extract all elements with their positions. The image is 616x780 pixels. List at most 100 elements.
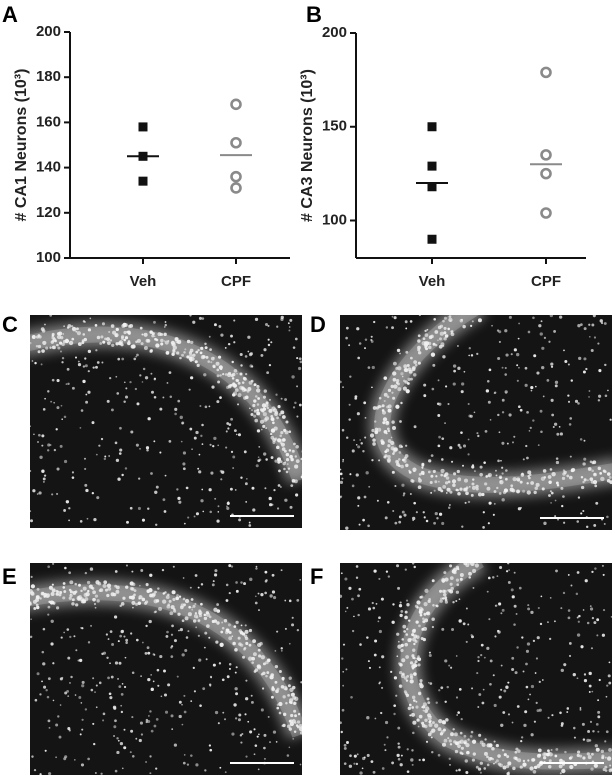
cell (460, 560, 463, 563)
cell (301, 450, 302, 453)
cell (409, 679, 414, 684)
cell (465, 563, 470, 568)
cell (230, 334, 233, 338)
cell (457, 345, 459, 347)
cell (462, 444, 467, 448)
cell (482, 511, 485, 514)
cell (269, 433, 272, 436)
cell (198, 610, 203, 615)
cell (253, 414, 257, 418)
cell (226, 372, 232, 378)
y-axis-label: # CA3 Neurons (10³) (299, 69, 316, 222)
cell (129, 381, 132, 384)
data-point (138, 122, 148, 132)
cell (305, 720, 308, 723)
cell (580, 476, 584, 479)
cell (383, 392, 388, 397)
cell (354, 397, 358, 400)
cell (197, 634, 200, 637)
cell (441, 521, 445, 526)
cell (289, 687, 294, 692)
cell (43, 474, 47, 477)
cell (442, 484, 447, 489)
cell (141, 333, 144, 336)
cell (341, 428, 345, 432)
cell (302, 719, 305, 722)
cell (579, 438, 583, 441)
micrograph (26, 563, 308, 775)
cell (79, 520, 83, 523)
cell (448, 664, 451, 667)
cell (274, 680, 278, 684)
cell (501, 466, 504, 469)
cell (530, 684, 535, 689)
cell (48, 585, 53, 590)
cell (505, 764, 510, 769)
cell (398, 458, 401, 461)
cell (524, 383, 528, 387)
cell (243, 450, 247, 454)
cell (597, 342, 600, 345)
cell (260, 353, 264, 357)
cell (577, 402, 580, 405)
cell (515, 747, 519, 751)
data-point (230, 98, 242, 111)
cell (84, 571, 88, 575)
cell (130, 632, 133, 635)
cell (505, 478, 508, 481)
cell (68, 588, 72, 592)
cell (78, 696, 82, 699)
cell (428, 653, 432, 658)
cell (437, 753, 441, 757)
cell (255, 388, 261, 393)
cell (61, 676, 64, 679)
cell (195, 512, 200, 516)
cell (426, 697, 430, 701)
cell (582, 609, 585, 611)
cell (409, 714, 412, 717)
cell (548, 759, 552, 763)
cell (121, 473, 124, 477)
cell (428, 719, 432, 723)
cell (245, 478, 248, 480)
cell (288, 746, 291, 749)
cell (150, 472, 153, 475)
cell (440, 730, 445, 734)
cell (551, 714, 554, 717)
y-tick-label: 100 (36, 249, 61, 266)
cell (127, 341, 131, 346)
cell (26, 597, 30, 601)
cell (197, 349, 200, 352)
cell (387, 388, 392, 393)
cell (351, 449, 355, 453)
cell (601, 756, 605, 760)
cell (296, 415, 299, 418)
cell (85, 488, 89, 493)
cell (396, 753, 400, 757)
cell (117, 477, 121, 481)
cell (445, 385, 448, 388)
cell (407, 706, 412, 711)
cell (416, 718, 420, 722)
cell (41, 329, 46, 333)
cell (547, 749, 550, 753)
cell (286, 754, 290, 757)
cell (237, 403, 240, 406)
cell (227, 623, 231, 627)
cell (511, 667, 515, 672)
cell (233, 341, 236, 344)
cell (284, 498, 288, 502)
cell (298, 366, 302, 371)
cell (299, 731, 302, 735)
cell (237, 718, 241, 722)
cell (508, 315, 512, 319)
cell (381, 767, 385, 770)
cell (350, 695, 353, 699)
cell (437, 339, 439, 342)
cell (555, 747, 559, 751)
cell (590, 647, 594, 650)
cell (468, 571, 472, 576)
cell (253, 383, 257, 387)
cell (263, 746, 266, 750)
cell (266, 406, 270, 410)
